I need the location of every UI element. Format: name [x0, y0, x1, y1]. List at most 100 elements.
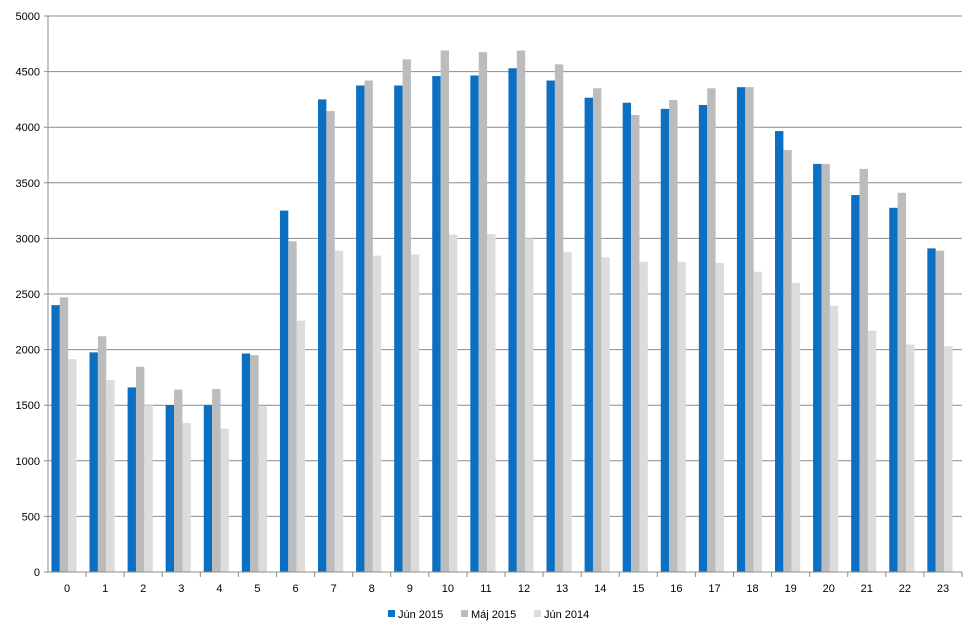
- bar-j-n-2014-hour-7: [334, 250, 344, 572]
- bar-m-j-2015-hour-18: [745, 87, 754, 572]
- y-tick-label: 4000: [16, 122, 40, 134]
- bar-j-n-2015-hour-0: [51, 305, 60, 572]
- axes: [44, 15, 963, 577]
- x-tick-label: 21: [861, 583, 873, 595]
- bar-j-n-2014-hour-23: [944, 346, 953, 572]
- bar-j-n-2014-hour-4: [220, 428, 229, 572]
- bar-j-n-2014-hour-20: [829, 305, 839, 572]
- bar-m-j-2015-hour-21: [859, 168, 868, 572]
- bar-m-j-2015-hour-3: [174, 389, 183, 572]
- bar-m-j-2015-hour-11: [478, 52, 488, 572]
- bar-j-n-2014-hour-14: [601, 257, 610, 572]
- bar-j-n-2015-hour-8: [356, 85, 365, 572]
- bar-j-n-2015-hour-18: [736, 87, 746, 572]
- gridlines: [48, 15, 962, 517]
- bar-j-n-2014-hour-19: [791, 282, 801, 572]
- x-tick-label: 19: [785, 583, 797, 595]
- y-tick-label: 2000: [16, 345, 40, 357]
- bar-j-n-2015-hour-14: [584, 97, 593, 573]
- bar-j-n-2014-hour-16: [677, 261, 686, 572]
- bar-j-n-2015-hour-11: [470, 75, 479, 572]
- legend: Jún 2015 Máj 2015 Jún 2014: [388, 609, 589, 621]
- legend-label: Máj 2015: [471, 609, 516, 621]
- y-axis-tick-labels: 0 500 1000 1500 2000 2500 3000 3500 4000 4500 5000: [16, 11, 40, 579]
- bar-j-n-2015-hour-15: [622, 102, 632, 573]
- x-tick-label: 6: [292, 583, 298, 595]
- bar-j-n-2015-hour-1: [89, 352, 98, 572]
- bar-j-n-2014-hour-0: [68, 359, 77, 572]
- y-tick-label: 3000: [16, 233, 40, 245]
- bar-m-j-2015-hour-9: [402, 59, 411, 573]
- y-tick-label: 4500: [16, 67, 40, 79]
- bar-m-j-2015-hour-19: [783, 149, 792, 572]
- bar-j-n-2014-hour-13: [563, 252, 572, 573]
- legend-swatch: [534, 610, 541, 617]
- bar-j-n-2014-hour-15: [639, 261, 648, 572]
- bar-m-j-2015-hour-16: [669, 99, 678, 573]
- bar-j-n-2014-hour-5: [258, 406, 267, 572]
- x-tick-label: 13: [556, 583, 568, 595]
- legend-swatch: [388, 610, 395, 617]
- x-tick-label: 4: [216, 583, 222, 595]
- bar-j-n-2014-hour-10: [449, 234, 458, 572]
- x-tick-label: 3: [178, 583, 184, 595]
- x-tick-label: 2: [140, 583, 146, 595]
- bar-j-n-2015-hour-17: [698, 104, 708, 573]
- bar-j-n-2015-hour-5: [241, 353, 251, 572]
- bar-j-n-2014-hour-1: [106, 380, 115, 572]
- bar-j-n-2015-hour-7: [318, 99, 327, 573]
- y-tick-label: 2500: [16, 289, 40, 301]
- bar-j-n-2015-hour-19: [775, 131, 784, 573]
- bar-m-j-2015-hour-13: [554, 64, 564, 572]
- bar-j-n-2015-hour-10: [432, 76, 441, 572]
- bar-m-j-2015-hour-0: [59, 297, 69, 572]
- bar-j-n-2014-hour-6: [296, 320, 306, 572]
- bar-m-j-2015-hour-17: [707, 88, 716, 572]
- bar-m-j-2015-hour-1: [97, 336, 107, 572]
- bar-m-j-2015-hour-12: [516, 50, 526, 573]
- y-tick-label: 1000: [16, 456, 40, 468]
- x-tick-label: 18: [746, 583, 758, 595]
- y-tick-label: 0: [34, 567, 40, 579]
- x-tick-label: 15: [632, 583, 644, 595]
- bar-m-j-2015-hour-8: [364, 80, 373, 572]
- x-tick-label: 0: [64, 583, 70, 595]
- bar-j-n-2014-hour-22: [906, 344, 915, 572]
- x-tick-label: 11: [480, 583, 491, 595]
- bar-m-j-2015-hour-6: [288, 241, 297, 572]
- x-tick-label: 5: [254, 583, 260, 595]
- bar-j-n-2014-hour-17: [715, 262, 724, 572]
- bar-j-n-2014-hour-3: [182, 422, 191, 572]
- bar-j-n-2015-hour-9: [394, 85, 403, 572]
- bar-j-n-2015-hour-21: [851, 195, 860, 573]
- bar-j-n-2015-hour-6: [279, 210, 289, 572]
- bar-m-j-2015-hour-7: [326, 111, 335, 573]
- bar-m-j-2015-hour-14: [592, 88, 602, 572]
- x-tick-label: 16: [670, 583, 682, 595]
- x-tick-label: 14: [594, 583, 606, 595]
- x-tick-label: 22: [899, 583, 911, 595]
- bar-j-n-2014-hour-2: [144, 405, 153, 572]
- x-tick-label: 7: [331, 583, 337, 595]
- bar-m-j-2015-hour-20: [821, 163, 830, 572]
- bar-j-n-2014-hour-11: [487, 233, 496, 572]
- bar-m-j-2015-hour-15: [631, 114, 640, 572]
- bar-m-j-2015-hour-2: [135, 366, 145, 572]
- bar-j-n-2015-hour-23: [927, 248, 936, 572]
- bar-m-j-2015-hour-10: [440, 50, 450, 573]
- legend-swatch: [461, 610, 468, 617]
- legend-label: Jún 2014: [544, 609, 589, 621]
- x-tick-label: 23: [937, 583, 949, 595]
- y-tick-label: 1500: [16, 400, 40, 412]
- bar-m-j-2015-hour-5: [250, 355, 259, 572]
- legend-label: Jún 2015: [398, 609, 443, 621]
- x-axis-tick-labels: 0 1 2 3 4 5 6 7 8 9 10 11 12 13 14 15 16 17 18 19 20 21 22 23: [64, 583, 949, 595]
- bar-j-n-2015-hour-12: [508, 68, 517, 572]
- x-tick-label: 10: [442, 583, 454, 595]
- bar-m-j-2015-hour-23: [935, 250, 945, 572]
- bars: [51, 50, 953, 573]
- bar-j-n-2014-hour-12: [525, 238, 534, 572]
- x-tick-label: 8: [369, 583, 375, 595]
- bar-j-n-2015-hour-13: [546, 80, 555, 572]
